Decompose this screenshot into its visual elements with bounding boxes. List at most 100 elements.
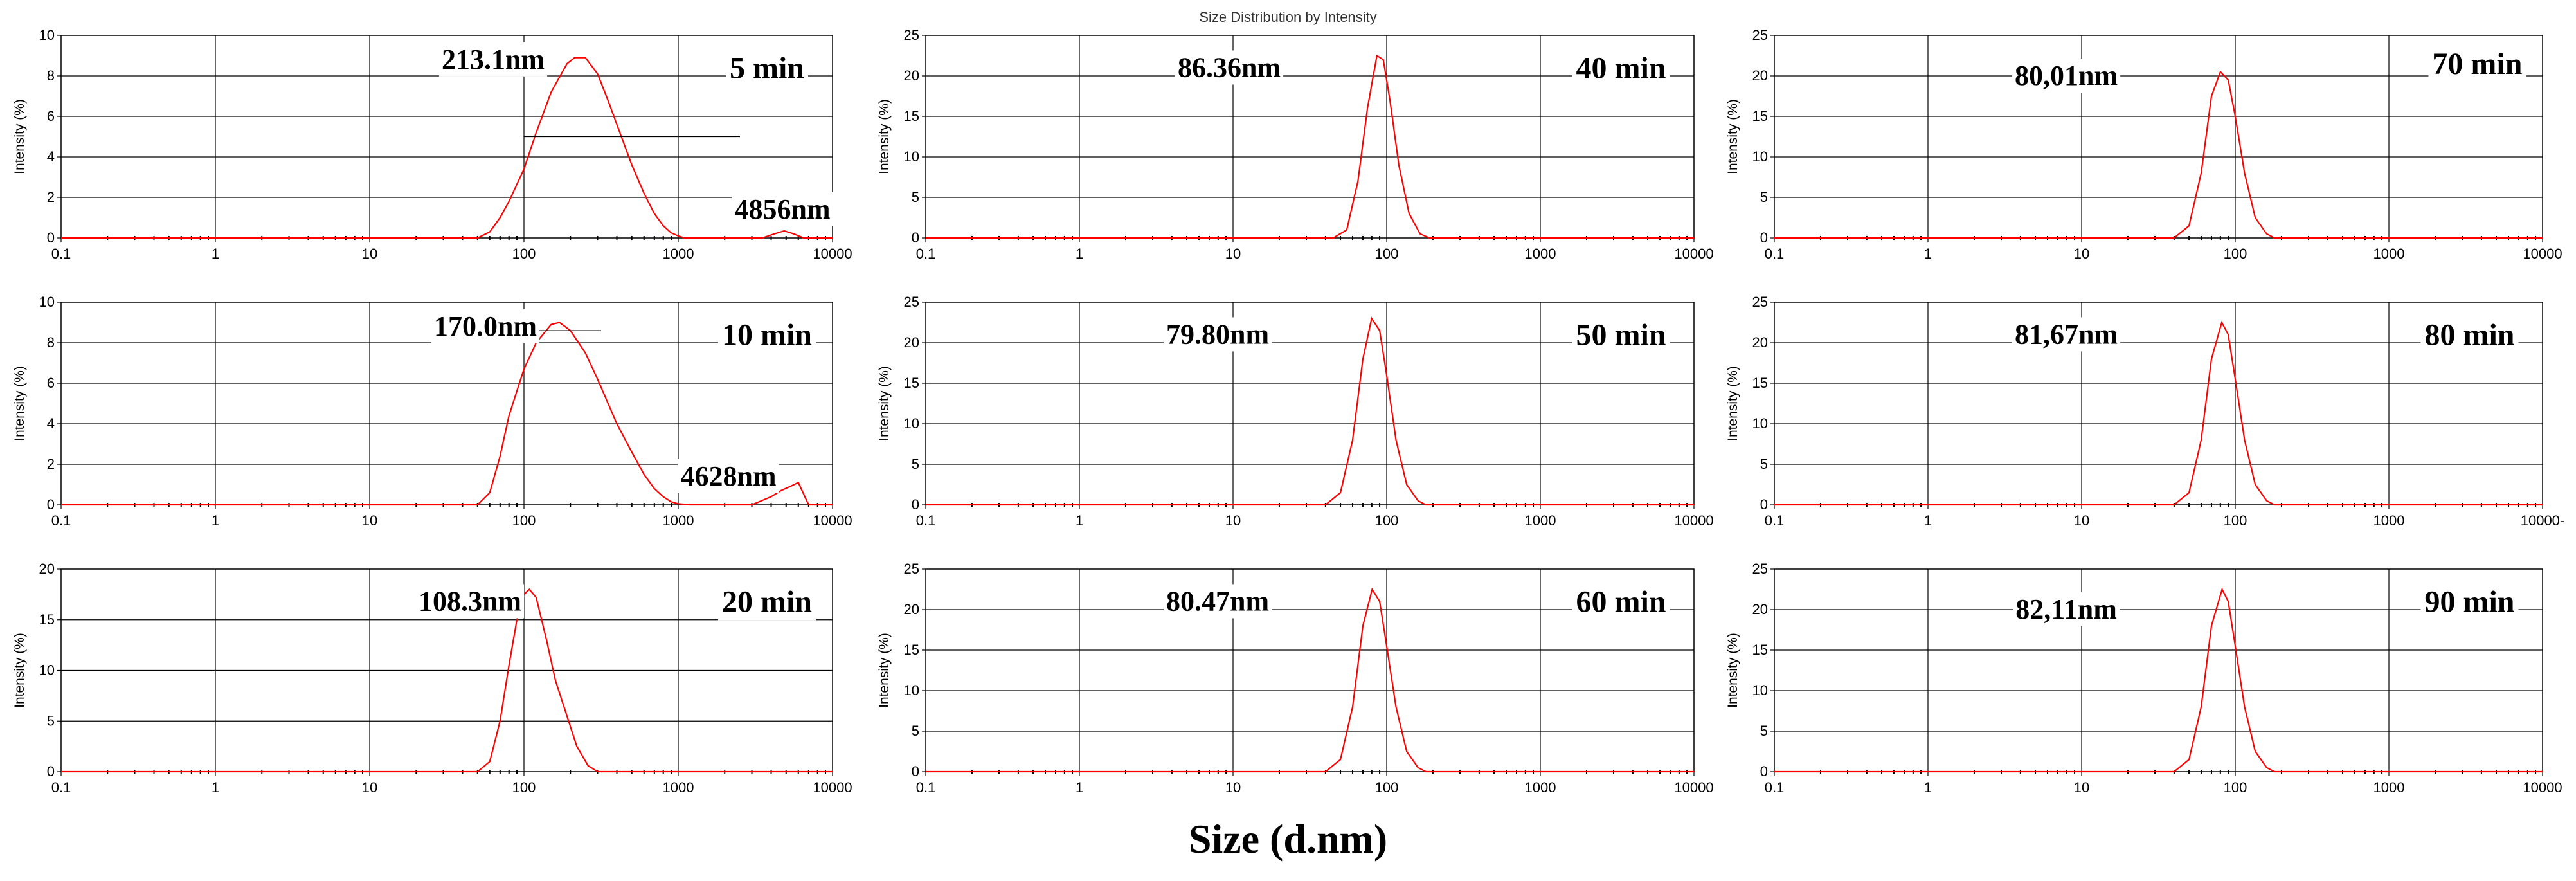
x-tick-label: 10 [362,246,377,262]
time-label-background [717,583,816,621]
x-tick-label: 1 [1076,246,1083,262]
time-label-background [2420,583,2519,621]
y-tick-label: 10 [39,294,55,310]
y-axis-label: Intensity (%) [877,633,892,708]
x-tick-label: 10 [2074,513,2089,529]
chart-40-min: 0 5 10 15 20 25 0.1 1 10 100 1000 10000 Intensity (%… [877,27,1714,262]
x-tick-label: 1 [1924,513,1932,529]
chart-70-min: 0 5 10 15 20 25 0.1 1 10 100 1000 10000 Intensity (%… [1725,27,2562,262]
time-label: 70 min [2432,47,2522,81]
y-tick-label: 25 [904,294,919,310]
time-label-background [1572,50,1670,87]
y-tick-label: 10 [1752,415,1768,431]
x-tick-label: 10000 [1674,513,1713,529]
y-tick-label: 15 [1752,108,1768,124]
x-tick-label: 10 [2074,779,2089,795]
y-tick-label: 5 [912,189,919,205]
y-tick-label: 25 [1752,27,1768,43]
y-axis-label: Intensity (%) [1725,633,1740,708]
time-label: 60 min [1576,585,1666,619]
x-tick-label: 10 [1225,779,1241,795]
time-label: 90 min [2424,585,2514,619]
x-tick-label: 10 [362,779,377,795]
y-tick-label: 0 [47,496,55,513]
annotation-background [2012,59,2121,93]
time-label-background [1572,583,1670,621]
x-tick-label: 0.1 [1765,779,1785,795]
annotation-background [438,42,548,77]
y-axis-label: Intensity (%) [877,366,892,441]
plot-area [925,302,1695,505]
y-axis-label: Intensity (%) [12,366,27,441]
y-tick-label: 2 [47,456,55,472]
x-tick-label: 100 [1375,513,1399,529]
y-tick-label: 25 [904,561,919,577]
y-tick-label: 10 [1752,149,1768,165]
y-tick-label: 5 [1760,456,1768,472]
y-tick-label: 8 [47,68,55,84]
peak-size-annotation: 170.0nm [434,311,537,342]
x-tick-label: 10 [362,513,377,529]
time-label-background [1572,316,1670,354]
annotation-background [2012,317,2121,352]
peak-size-annotation: 86.36nm [1178,51,1281,83]
y-tick-label: 6 [47,108,55,124]
y-tick-label: 0 [912,763,919,779]
x-tick-label: 100 [2224,779,2247,795]
plot-area [1774,302,2543,505]
y-tick-label: 5 [47,713,55,729]
x-tick-label: 1 [212,779,219,795]
x-tick-label: 1000 [1525,513,1556,529]
time-label-background [2420,316,2519,354]
annotation-background [1175,50,1284,85]
plot-area [925,568,1695,772]
y-tick-label: 4 [47,415,55,431]
x-tick-label: 10 [1225,513,1241,529]
x-tick-label: 0.1 [1765,513,1785,529]
y-tick-label: 10 [904,682,919,698]
peak-size-annotation: 4856nm [734,194,830,225]
y-tick-label: 15 [1752,642,1768,658]
y-tick-label: 0 [912,496,919,513]
y-tick-label: 8 [47,334,55,350]
y-tick-label: 20 [1752,68,1768,84]
x-tick-label: 10000 [2523,779,2562,795]
annotation-background [1164,584,1272,619]
y-axis-label: Intensity (%) [1725,366,1740,441]
plot-area [1774,568,2543,772]
y-tick-label: 15 [904,108,919,124]
y-tick-label: 0 [1760,230,1768,246]
y-tick-label: 20 [904,601,919,617]
time-label-background [2428,46,2526,83]
y-tick-label: 15 [1752,375,1768,391]
x-tick-label: 0.1 [51,513,71,529]
x-tick-label: 1000 [663,779,694,795]
annotation-background [732,192,833,226]
y-tick-label: 0 [912,230,919,246]
y-tick-label: 2 [47,189,55,205]
series-line-intensity [61,57,833,239]
y-tick-label: 20 [39,561,55,577]
plot-area [1774,35,2543,239]
x-tick-label: 1000 [663,513,694,529]
x-tick-label: 0.1 [51,246,71,262]
x-tick-label: 0.1 [916,779,936,795]
x-tick-label: 100 [1375,246,1399,262]
x-tick-label: 1000 [1525,246,1556,262]
y-tick-label: 15 [904,642,919,658]
x-tick-label: 10000 [2523,246,2562,262]
y-tick-label: 20 [904,68,919,84]
peak-size-annotation: 4628nm [680,460,776,492]
y-tick-label: 5 [1760,723,1768,739]
x-tick-label: 1000 [663,246,694,262]
y-tick-label: 6 [47,375,55,391]
y-tick-label: 5 [912,456,919,472]
y-tick-label: 20 [1752,601,1768,617]
y-tick-label: 20 [1752,334,1768,350]
time-label: 10 min [722,318,812,352]
y-tick-label: 20 [904,334,919,350]
y-tick-label: 0 [47,230,55,246]
series-line-intensity [926,54,1694,239]
time-label: 20 min [722,585,812,619]
x-tick-label: 0.1 [1765,246,1785,262]
